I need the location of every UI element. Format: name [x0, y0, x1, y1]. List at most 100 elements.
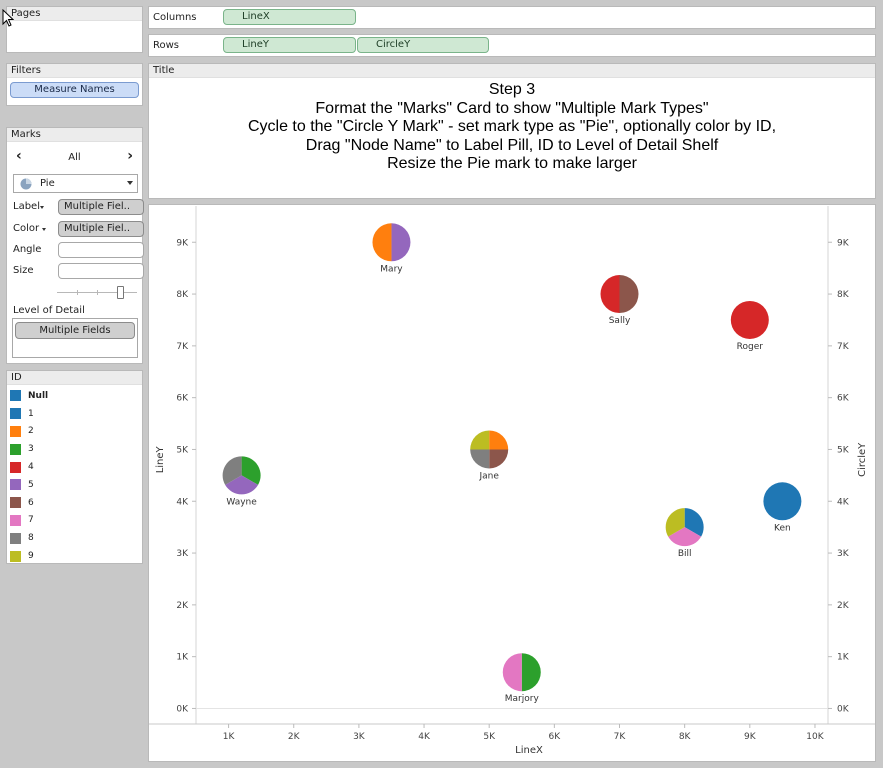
pie-mark-sally[interactable]: Sally [600, 275, 639, 326]
x-tick-label: 2K [288, 732, 301, 742]
legend-label: 7 [28, 515, 34, 526]
y2-tick-label: 6K [837, 394, 850, 404]
legend-swatch [10, 497, 21, 509]
color-shelf-label[interactable]: Color [13, 223, 40, 234]
color-shelf-pill[interactable]: Multiple Fiel.. [58, 221, 144, 237]
title-line: Resize the Pie mark to make larger [387, 155, 637, 173]
legend-item[interactable]: 5 [7, 476, 142, 494]
legend-item[interactable]: 7 [7, 512, 142, 530]
pages-title: Pages [7, 7, 142, 21]
marks-prev-button[interactable]: ‹ [16, 148, 22, 164]
angle-shelf-label: Angle [13, 244, 42, 255]
pie-mark-jane[interactable]: Jane [470, 430, 509, 481]
y2-tick-label: 9K [837, 238, 850, 248]
filters-panel[interactable]: Filters Measure Names [6, 63, 143, 106]
x-tick-label: 3K [353, 732, 366, 742]
columns-shelf[interactable]: Columns LineX [148, 6, 876, 29]
marks-selector-label: All [68, 152, 81, 163]
legend-swatch [10, 443, 21, 455]
legend-item[interactable]: 3 [7, 440, 142, 458]
caret-down-icon [42, 228, 46, 231]
legend-item[interactable]: 6 [7, 494, 142, 512]
pie-mark-bill[interactable]: Bill [665, 508, 704, 559]
legend-swatch [10, 408, 21, 420]
caret-down-icon [40, 206, 44, 209]
rows-pill-circley[interactable]: CircleY [357, 37, 489, 53]
size-shelf[interactable]: Size [13, 263, 144, 280]
legend-item[interactable]: 4 [7, 458, 142, 476]
angle-drop-target[interactable] [58, 242, 144, 258]
id-legend: ID Null 1 2 3 4 5 6 7 8 9 [6, 370, 143, 564]
filters-title: Filters [7, 64, 142, 78]
pie-mark-roger[interactable]: Roger [730, 300, 769, 352]
pie-slice [668, 527, 702, 547]
lod-pill[interactable]: Multiple Fields [15, 322, 135, 339]
pie-slice [372, 223, 392, 262]
label-shelf-pill[interactable]: Multiple Fiel.. [58, 199, 144, 215]
label-shelf[interactable]: Label Multiple Fiel.. [13, 199, 144, 216]
pie-slice [665, 508, 685, 537]
size-slider[interactable] [57, 286, 137, 299]
mark-type-label: Pie [40, 178, 55, 189]
x-tick-label: 7K [614, 732, 627, 742]
y2-tick-label: 1K [837, 653, 850, 663]
color-shelf[interactable]: Color Multiple Fiel.. [13, 221, 144, 238]
y-tick-label: 6K [176, 394, 189, 404]
legend-label: 1 [28, 408, 34, 419]
legend-item[interactable]: 2 [7, 423, 142, 441]
legend-item[interactable]: 9 [7, 547, 142, 565]
angle-shelf[interactable]: Angle [13, 242, 144, 259]
chart-panel[interactable]: 0K 0K 1K 1K 2K 2K 3K 3K 4K 4K 5K 5K 6K 6K 7K 7K 8K 8K 9K 9K… [148, 204, 876, 762]
y-tick-label: 2K [176, 601, 189, 611]
pie-slice [730, 300, 769, 339]
legend-swatch [10, 532, 21, 544]
legend-label: 3 [28, 444, 34, 455]
mouse-cursor-icon [2, 9, 14, 27]
y-tick-label: 1K [176, 653, 189, 663]
label-shelf-label[interactable]: Label [13, 201, 40, 212]
size-slider-thumb[interactable] [117, 286, 124, 299]
pages-panel[interactable]: Pages [6, 6, 143, 53]
scatter-pie-chart[interactable]: 0K 0K 1K 1K 2K 2K 3K 3K 4K 4K 5K 5K 6K 6K 7K 7K 8K 8K 9K 9K… [149, 205, 875, 761]
legend-label: 6 [28, 497, 34, 508]
title-panel[interactable]: Title Step 3 Format the "Marks" Card to … [148, 63, 876, 199]
pie-slice [241, 456, 261, 485]
title-line: Cycle to the "Circle Y Mark" - set mark … [247, 118, 777, 136]
legend-item[interactable]: Null [7, 387, 142, 405]
legend-list: Null 1 2 3 4 5 6 7 8 9 [7, 385, 142, 565]
filter-pill-measure-names[interactable]: Measure Names [10, 82, 139, 98]
size-slider-tick [77, 290, 78, 295]
marks-next-button[interactable]: › [127, 148, 133, 164]
title-text: Step 3 Format the "Marks" Card to show "… [149, 78, 875, 174]
legend-label: 9 [28, 551, 34, 562]
point-label: Marjory [505, 694, 540, 704]
x-axis-title: LineX [515, 745, 543, 756]
columns-pill-linex[interactable]: LineX [223, 9, 356, 25]
rows-shelf[interactable]: Rows LineY CircleY [148, 34, 876, 57]
pie-mark-wayne[interactable]: Wayne [222, 456, 261, 507]
point-label: Sally [609, 316, 631, 326]
legend-label: Null [28, 390, 49, 401]
x-tick-label: 5K [483, 732, 496, 742]
pie-slice [684, 508, 704, 537]
pie-mark-marjory[interactable]: Marjory [502, 653, 541, 704]
lod-shelf[interactable]: Multiple Fields [12, 318, 138, 358]
rows-pill-liney[interactable]: LineY [223, 37, 356, 53]
lod-title: Level of Detail [13, 305, 85, 316]
legend-title: ID [7, 371, 142, 385]
x-tick-label: 9K [744, 732, 757, 742]
pie-mark-mary[interactable]: Mary [372, 223, 411, 274]
point-label: Wayne [226, 497, 257, 507]
legend-item[interactable]: 1 [7, 405, 142, 423]
pie-slice [763, 482, 802, 521]
legend-label: 2 [28, 426, 34, 437]
pie-slice [521, 653, 541, 692]
legend-item[interactable]: 8 [7, 529, 142, 547]
y2-tick-label: 3K [837, 549, 850, 559]
mark-type-dropdown[interactable]: Pie [13, 174, 138, 193]
size-drop-target[interactable] [58, 263, 144, 279]
point-label: Roger [737, 342, 764, 352]
y-tick-label: 5K [176, 445, 189, 455]
pie-mark-ken[interactable]: Ken [763, 482, 802, 533]
pie-slice [619, 275, 639, 314]
